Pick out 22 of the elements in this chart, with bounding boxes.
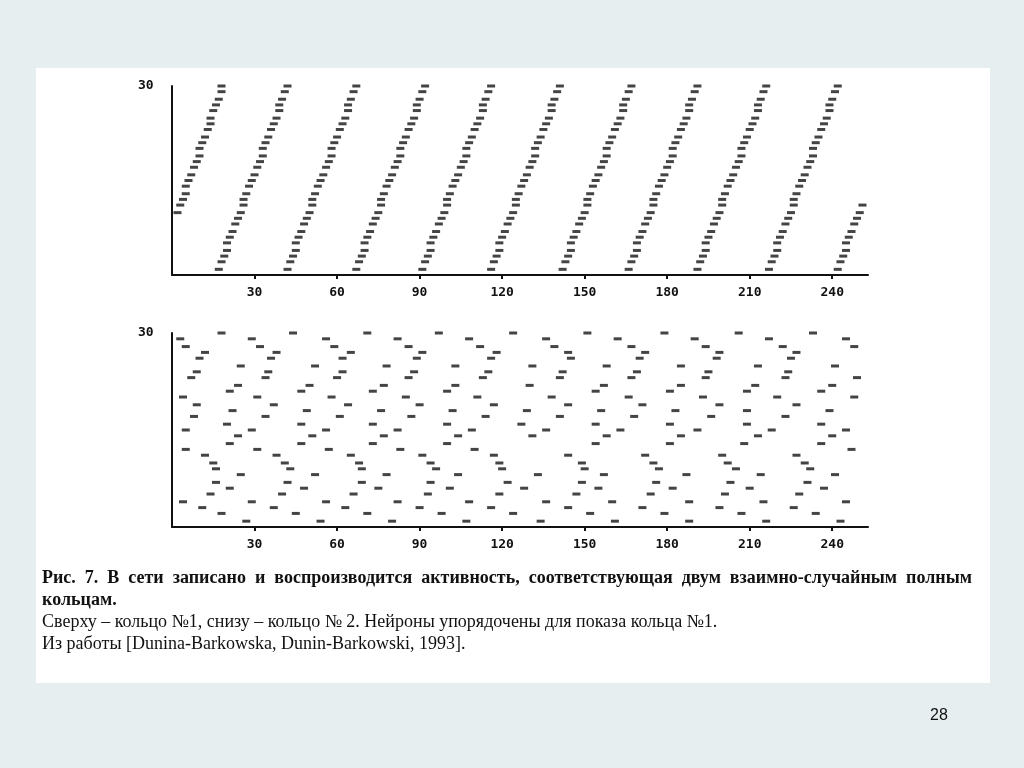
text: 30 — [138, 77, 154, 92]
x-tick-label: 120 — [490, 536, 515, 551]
x-tick-label: 180 — [655, 536, 680, 551]
x-tick-label: 30 — [246, 536, 263, 551]
text: 30 — [138, 324, 154, 339]
x-tick-label: 180 — [655, 284, 680, 299]
x-tick-label: 60 — [329, 536, 346, 551]
text: Рис. 7. В сети записано и воспроизводится активность, соответствующая двум взаимно-случайным полным кольцам. — [42, 567, 972, 609]
x-tick-label: 30 — [246, 284, 263, 299]
x-tick-label: 240 — [820, 284, 845, 299]
x-tick-label: 90 — [411, 536, 428, 551]
x-tick-label: 90 — [411, 284, 428, 299]
text: 28 — [930, 706, 948, 724]
text: Сверху – кольцо №1, снизу – кольцо № 2. Нейроны упорядочены для показа кольца №1. — [42, 611, 718, 631]
x-tick-label: 240 — [820, 536, 845, 551]
x-tick-label: 60 — [329, 284, 346, 299]
x-tick-label: 210 — [737, 284, 762, 299]
x-tick-label: 210 — [737, 536, 762, 551]
text: Из работы [Dunina-Barkowska, Dunin-Barkowski, 1993]. — [42, 633, 466, 653]
x-tick-label: 120 — [490, 284, 515, 299]
x-tick-label: 150 — [572, 284, 597, 299]
x-tick-label: 150 — [572, 536, 597, 551]
